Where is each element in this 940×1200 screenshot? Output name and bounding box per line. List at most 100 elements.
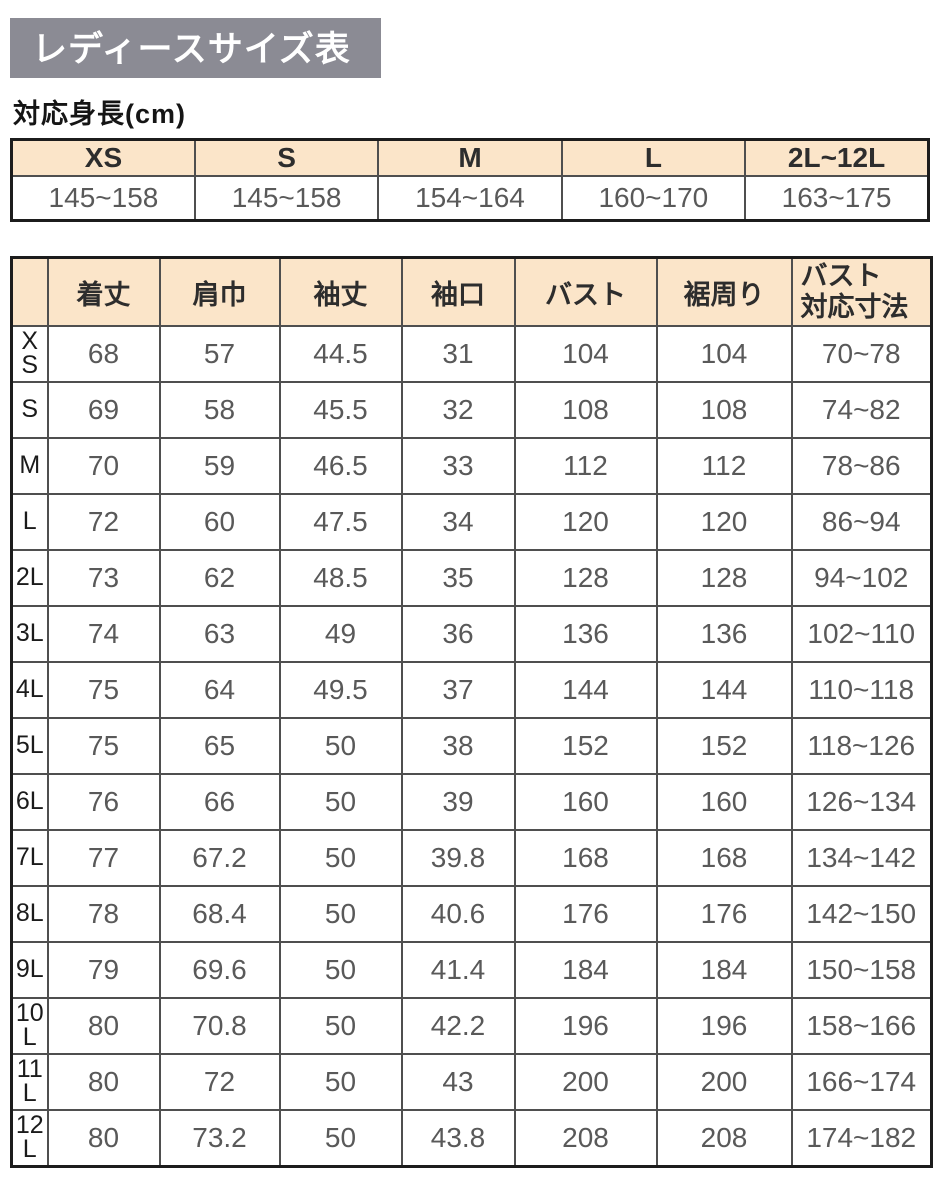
table-cell: 154~164 (377, 175, 563, 222)
table-cell: 39 (400, 773, 516, 831)
table-cell: 152 (513, 717, 658, 775)
column-header-xs: XS (10, 138, 196, 177)
height-table-caption: 対応身長(cm) (13, 99, 187, 129)
row-label: 11L (10, 1053, 49, 1111)
table-cell: 168 (513, 829, 658, 887)
size-table: 着丈 肩巾 袖丈 袖口 バスト 裾周り バスト 対応寸法 XS 68 57 44… (10, 256, 933, 1168)
table-cell: 62 (158, 549, 281, 607)
table-cell: 50 (278, 773, 403, 831)
table-cell: 68.4 (158, 885, 281, 943)
table-cell: 102~110 (790, 605, 933, 663)
table-row: 12L 80 73.2 50 43.8 208 208 174~182 (10, 1109, 933, 1168)
table-cell: 142~150 (790, 885, 933, 943)
table-cell: 200 (513, 1053, 658, 1111)
table-row: 3L 74 63 49 36 136 136 102~110 (10, 605, 933, 663)
row-label: 2L (10, 549, 49, 607)
table-cell: 32 (400, 381, 516, 439)
table-cell: 144 (513, 661, 658, 719)
table-cell: 69 (46, 381, 161, 439)
table-cell: 158~166 (790, 997, 933, 1055)
table-cell: 128 (655, 549, 793, 607)
table-cell: 38 (400, 717, 516, 775)
column-header-cuff: 袖口 (400, 256, 516, 327)
table-cell: 74~82 (790, 381, 933, 439)
table-cell: 136 (655, 605, 793, 663)
table-cell: 112 (513, 437, 658, 495)
table-cell: 67.2 (158, 829, 281, 887)
table-cell: 74 (46, 605, 161, 663)
table-row: 2L 73 62 48.5 35 128 128 94~102 (10, 549, 933, 607)
table-row: 7L 77 67.2 50 39.8 168 168 134~142 (10, 829, 933, 887)
table-cell: 176 (655, 885, 793, 943)
table-cell: 75 (46, 717, 161, 775)
table-cell: 75 (46, 661, 161, 719)
table-cell: 50 (278, 829, 403, 887)
table-cell: 69.6 (158, 941, 281, 999)
table-cell: 63 (158, 605, 281, 663)
table-cell: 46.5 (278, 437, 403, 495)
table-cell: 37 (400, 661, 516, 719)
table-cell: 112 (655, 437, 793, 495)
table-row: XS 68 57 44.5 31 104 104 70~78 (10, 325, 933, 383)
row-label: 3L (10, 605, 49, 663)
row-label: 4L (10, 661, 49, 719)
table-cell: 44.5 (278, 325, 403, 383)
table-cell: 47.5 (278, 493, 403, 551)
size-table-header-row: 着丈 肩巾 袖丈 袖口 バスト 裾周り バスト 対応寸法 (10, 256, 933, 327)
table-cell: 72 (46, 493, 161, 551)
table-cell: 160~170 (560, 175, 747, 222)
page-title: レディースサイズ表 (10, 18, 381, 78)
table-row: 9L 79 69.6 50 41.4 184 184 150~158 (10, 941, 933, 999)
table-row: 10L 80 70.8 50 42.2 196 196 158~166 (10, 997, 933, 1055)
table-cell: 59 (158, 437, 281, 495)
table-cell: 160 (513, 773, 658, 831)
table-cell: 49.5 (278, 661, 403, 719)
table-cell: 50 (278, 717, 403, 775)
table-cell: 70~78 (790, 325, 933, 383)
row-label: 5L (10, 717, 49, 775)
table-cell: 77 (46, 829, 161, 887)
table-cell: 50 (278, 1053, 403, 1111)
table-row: 6L 76 66 50 39 160 160 126~134 (10, 773, 933, 831)
table-cell: 145~158 (193, 175, 380, 222)
table-cell: 60 (158, 493, 281, 551)
table-cell: 78 (46, 885, 161, 943)
height-table-header-row: XS S M L 2L~12L (10, 138, 930, 177)
row-label: S (10, 381, 49, 439)
row-label: M (10, 437, 49, 495)
table-cell: 196 (513, 997, 658, 1055)
table-row: L 72 60 47.5 34 120 120 86~94 (10, 493, 933, 551)
table-cell: 43 (400, 1053, 516, 1111)
table-cell: 41.4 (400, 941, 516, 999)
table-cell: 72 (158, 1053, 281, 1111)
table-cell: 174~182 (790, 1109, 933, 1168)
table-cell: 163~175 (744, 175, 930, 222)
column-header-l: L (560, 138, 747, 177)
table-cell: 50 (278, 997, 403, 1055)
table-cell: 50 (278, 885, 403, 943)
table-cell: 42.2 (400, 997, 516, 1055)
ladies-size-chart: レディースサイズ表 対応身長(cm) XS S M L 2L~12L 145~1… (10, 18, 933, 1168)
table-cell: 34 (400, 493, 516, 551)
table-row: S 69 58 45.5 32 108 108 74~82 (10, 381, 933, 439)
table-cell: 145~158 (10, 175, 196, 222)
table-cell: 76 (46, 773, 161, 831)
table-row: 8L 78 68.4 50 40.6 176 176 142~150 (10, 885, 933, 943)
table-cell: 64 (158, 661, 281, 719)
table-cell: 43.8 (400, 1109, 516, 1168)
table-cell: 78~86 (790, 437, 933, 495)
table-cell: 39.8 (400, 829, 516, 887)
table-row: 11L 80 72 50 43 200 200 166~174 (10, 1053, 933, 1111)
table-cell: 80 (46, 1109, 161, 1168)
table-cell: 168 (655, 829, 793, 887)
table-cell: 31 (400, 325, 516, 383)
row-label: 7L (10, 829, 49, 887)
table-cell: 70 (46, 437, 161, 495)
table-cell: 108 (655, 381, 793, 439)
table-cell: 50 (278, 941, 403, 999)
table-cell: 126~134 (790, 773, 933, 831)
table-cell: 49 (278, 605, 403, 663)
column-header-hem: 裾周り (655, 256, 793, 327)
column-header-m: M (377, 138, 563, 177)
table-cell: 58 (158, 381, 281, 439)
